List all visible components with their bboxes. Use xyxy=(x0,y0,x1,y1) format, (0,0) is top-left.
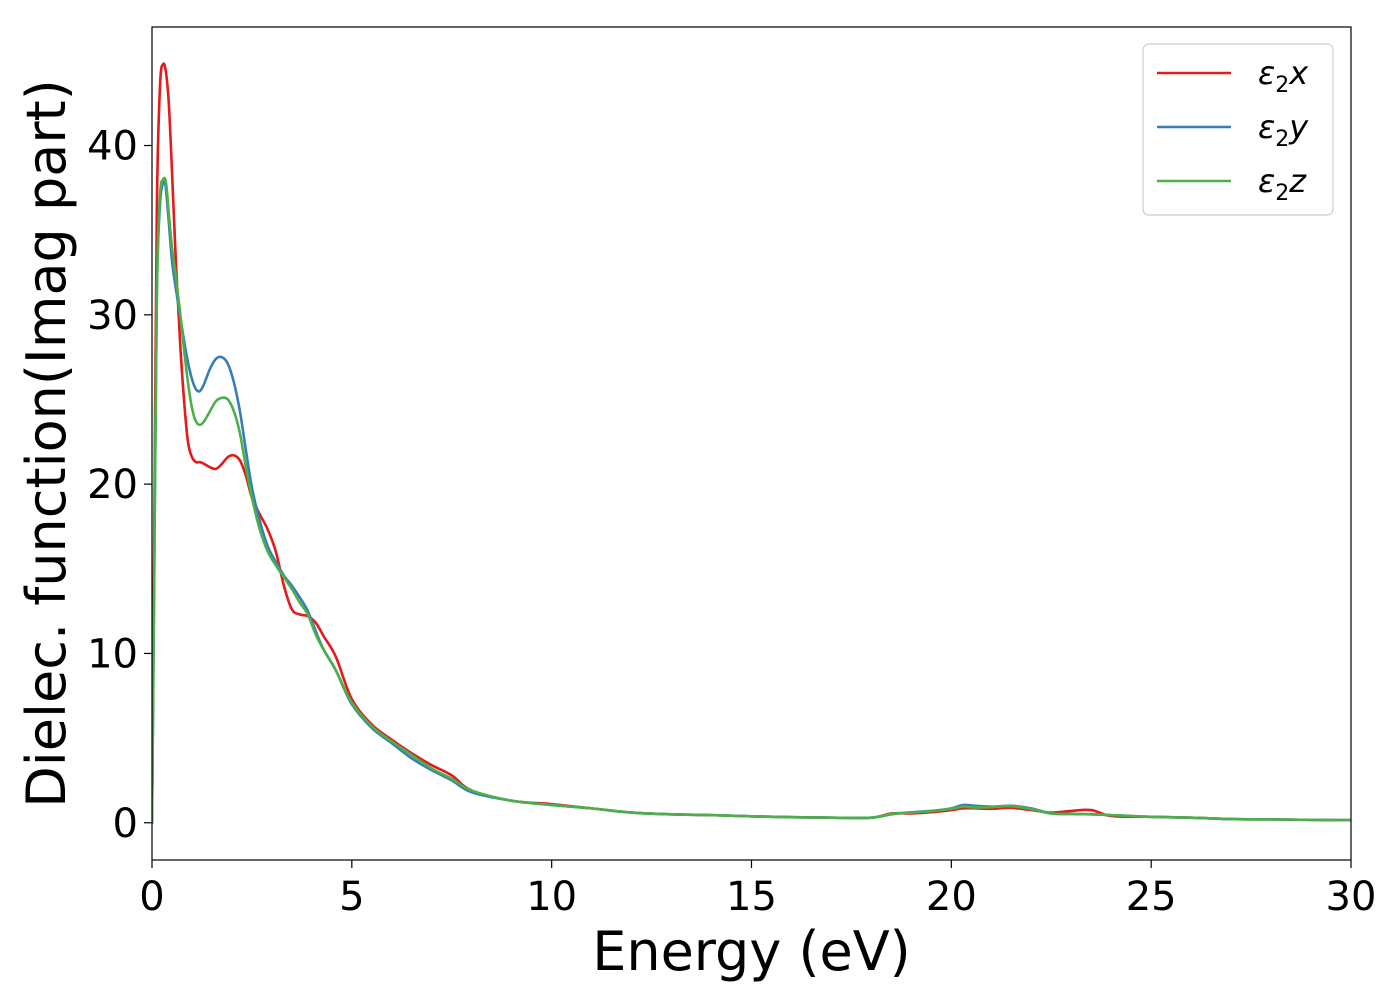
y-tick-label: 0 xyxy=(113,801,138,847)
x-axis: 0 5 10 15 20 25 30 xyxy=(139,860,1376,920)
y-axis-label: Dielec. function(Imag part) xyxy=(15,79,78,808)
x-tick-label: 30 xyxy=(1326,874,1377,920)
y-tick-label: 10 xyxy=(87,631,138,677)
legend-box xyxy=(1142,43,1334,216)
series-line-y xyxy=(152,179,1351,825)
series-layer xyxy=(152,62,1351,825)
y-tick-label: 20 xyxy=(87,462,138,508)
y-tick-label: 40 xyxy=(87,124,138,170)
series-line-z xyxy=(152,176,1351,825)
legend-label-x: ε2x xyxy=(1258,54,1309,98)
y-tick-label: 30 xyxy=(87,293,138,339)
legend-label-z: ε2z xyxy=(1258,162,1307,206)
legend: ε2x ε2y ε2z xyxy=(1142,43,1334,216)
x-tick-label: 0 xyxy=(139,874,164,920)
x-tick-label: 25 xyxy=(1126,874,1177,920)
legend-label-y: ε2y xyxy=(1258,108,1309,152)
x-tick-label: 15 xyxy=(726,874,777,920)
series-line-x xyxy=(152,62,1351,825)
y-axis: 0 10 20 30 40 xyxy=(87,124,152,847)
x-tick-label: 5 xyxy=(339,874,364,920)
x-tick-label: 10 xyxy=(526,874,577,920)
x-axis-label: Energy (eV) xyxy=(592,920,911,983)
x-tick-label: 20 xyxy=(926,874,977,920)
